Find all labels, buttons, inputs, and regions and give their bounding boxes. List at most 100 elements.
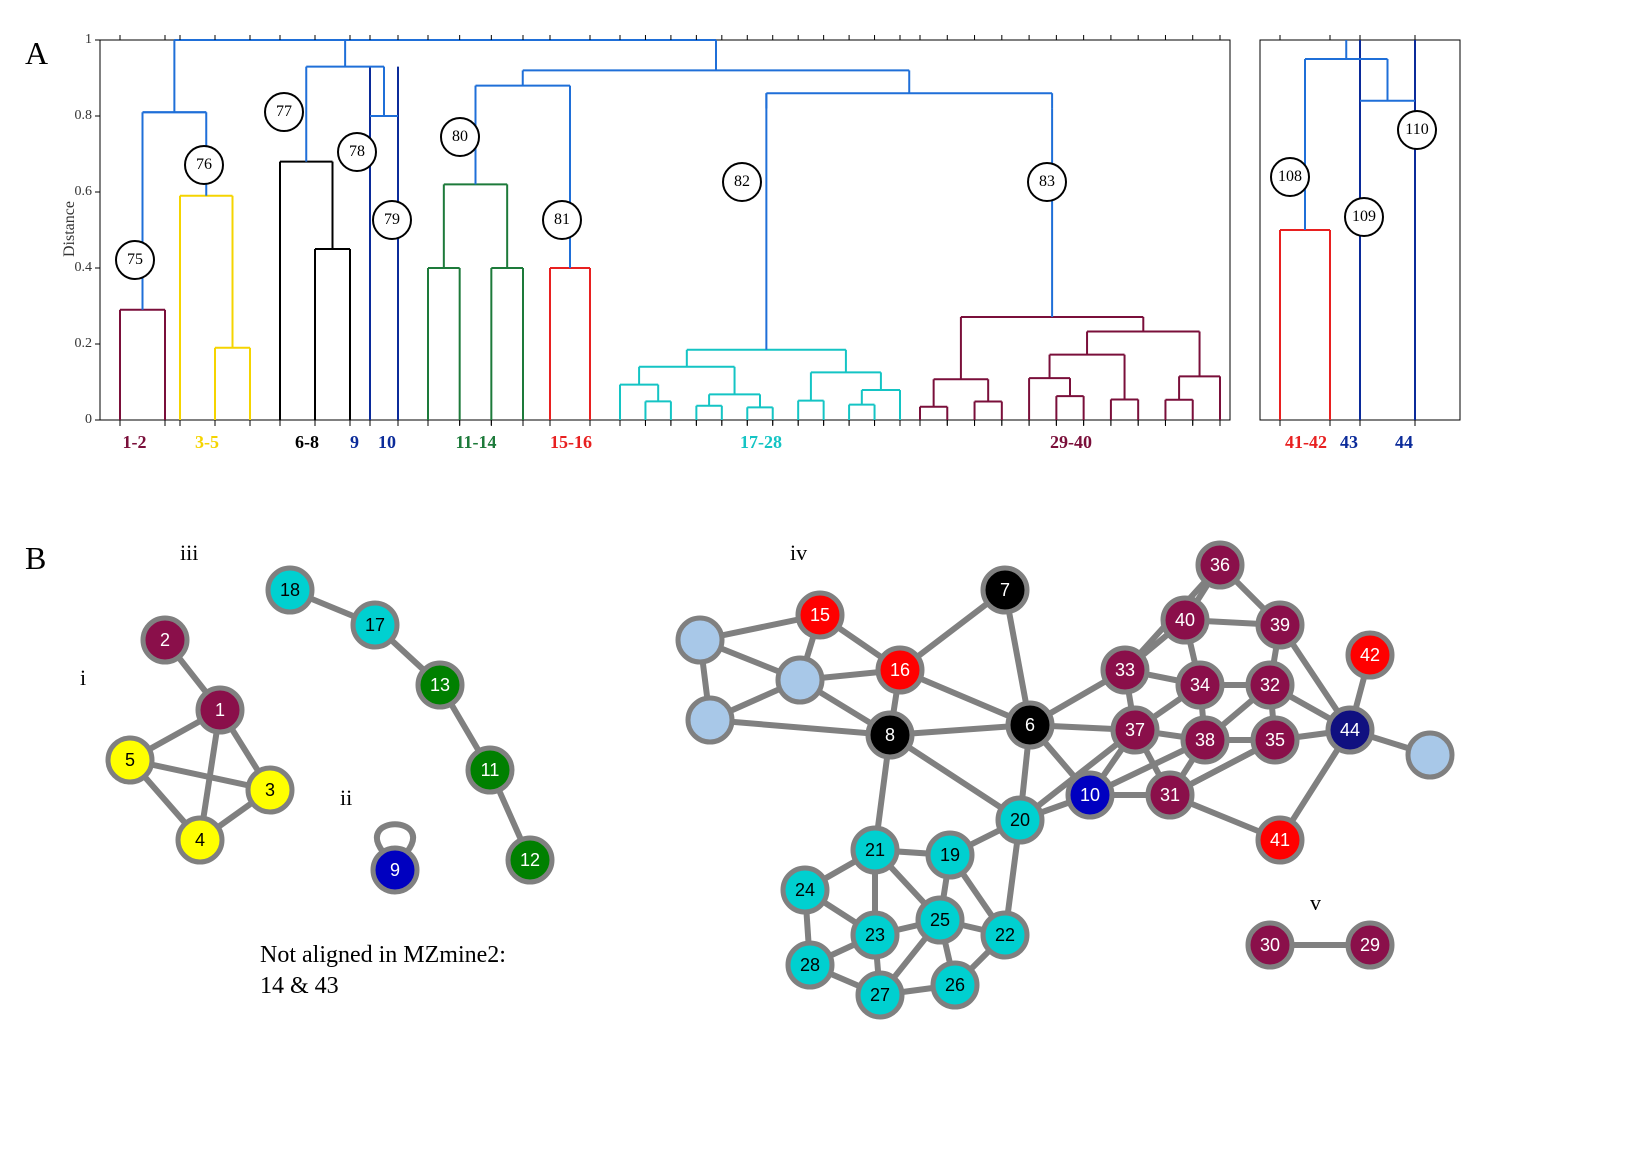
network-node: 11 — [468, 748, 512, 792]
network-node: 15 — [798, 593, 842, 637]
cluster-label: 41-42 — [1285, 432, 1327, 453]
network-node: 26 — [933, 963, 977, 1007]
dendro-node-id: 108 — [1270, 157, 1310, 197]
network-node: 25 — [918, 898, 962, 942]
svg-text:4: 4 — [195, 830, 205, 850]
network-node: 31 — [1148, 773, 1192, 817]
network-node: 38 — [1183, 718, 1227, 762]
network-node: 12 — [508, 838, 552, 882]
y-tick-label: 0.2 — [60, 336, 92, 352]
y-tick-label: 0 — [60, 412, 92, 428]
cluster-label: 1-2 — [123, 432, 147, 453]
network-node: 27 — [858, 973, 902, 1017]
svg-text:23: 23 — [865, 925, 885, 945]
cluster-label: 43 — [1340, 432, 1358, 453]
svg-text:33: 33 — [1115, 660, 1135, 680]
svg-text:10: 10 — [1080, 785, 1100, 805]
network-node: 9 — [373, 848, 417, 892]
svg-text:35: 35 — [1265, 730, 1285, 750]
svg-text:18: 18 — [280, 580, 300, 600]
network-node: 5 — [108, 738, 152, 782]
cluster-label: 9 — [350, 432, 359, 453]
dendro-node-id: 77 — [264, 92, 304, 132]
svg-text:22: 22 — [995, 925, 1015, 945]
svg-text:38: 38 — [1195, 730, 1215, 750]
network-node — [778, 658, 822, 702]
svg-text:6: 6 — [1025, 715, 1035, 735]
network-node: 33 — [1103, 648, 1147, 692]
network-node: 24 — [783, 868, 827, 912]
y-tick-label: 0.8 — [60, 108, 92, 124]
svg-text:25: 25 — [930, 910, 950, 930]
y-tick-label: 0.6 — [60, 184, 92, 200]
svg-text:2: 2 — [160, 630, 170, 650]
network-diagram: 1234591817131112151687610333731343840363… — [20, 500, 1520, 1120]
svg-text:32: 32 — [1260, 675, 1280, 695]
network-node — [1408, 733, 1452, 777]
network-node: 32 — [1248, 663, 1292, 707]
network-node: 36 — [1198, 543, 1242, 587]
cluster-label: 15-16 — [550, 432, 592, 453]
svg-text:37: 37 — [1125, 720, 1145, 740]
network-node: 18 — [268, 568, 312, 612]
network-node: 8 — [868, 713, 912, 757]
svg-text:11: 11 — [481, 760, 500, 780]
svg-text:17: 17 — [365, 615, 385, 635]
svg-text:7: 7 — [1000, 580, 1010, 600]
svg-text:39: 39 — [1270, 615, 1290, 635]
dendro-node-id: 80 — [440, 117, 480, 157]
svg-text:30: 30 — [1260, 935, 1280, 955]
dendro-node-id: 82 — [722, 162, 762, 202]
cluster-label: 17-28 — [740, 432, 782, 453]
network-node — [678, 618, 722, 662]
network-node: 6 — [1008, 703, 1052, 747]
network-node: 2 — [143, 618, 187, 662]
svg-text:12: 12 — [520, 850, 540, 870]
network-node: 3 — [248, 768, 292, 812]
network-node: 30 — [1248, 923, 1292, 967]
dendrogram — [20, 20, 1480, 480]
network-node: 37 — [1113, 708, 1157, 752]
svg-text:27: 27 — [870, 985, 890, 1005]
network-node: 21 — [853, 828, 897, 872]
svg-text:5: 5 — [125, 750, 135, 770]
cluster-label: 6-8 — [295, 432, 319, 453]
dendro-node-id: 109 — [1344, 197, 1384, 237]
network-node: 23 — [853, 913, 897, 957]
svg-text:20: 20 — [1010, 810, 1030, 830]
network-node: 4 — [178, 818, 222, 862]
network-node: 29 — [1348, 923, 1392, 967]
svg-text:26: 26 — [945, 975, 965, 995]
roman-numeral-label: iv — [790, 540, 807, 566]
network-node: 13 — [418, 663, 462, 707]
cluster-label: 3-5 — [195, 432, 219, 453]
dendro-node-id: 110 — [1397, 110, 1437, 150]
svg-text:34: 34 — [1190, 675, 1210, 695]
svg-text:3: 3 — [265, 780, 275, 800]
network-node: 39 — [1258, 603, 1302, 647]
svg-text:15: 15 — [810, 605, 830, 625]
y-tick-label: 0.4 — [60, 260, 92, 276]
svg-text:1: 1 — [215, 700, 225, 720]
network-node — [688, 698, 732, 742]
network-node: 35 — [1253, 718, 1297, 762]
svg-text:42: 42 — [1360, 645, 1380, 665]
svg-text:28: 28 — [800, 955, 820, 975]
network-node: 19 — [928, 833, 972, 877]
roman-numeral-label: i — [80, 665, 86, 691]
network-node: 41 — [1258, 818, 1302, 862]
svg-text:9: 9 — [390, 860, 400, 880]
figure: A B Distance 00.20.40.60.81 1-23-56-8910… — [20, 20, 1625, 1142]
svg-text:13: 13 — [430, 675, 450, 695]
svg-text:31: 31 — [1160, 785, 1180, 805]
svg-text:44: 44 — [1340, 720, 1360, 740]
cluster-label: 44 — [1395, 432, 1413, 453]
cluster-label: 11-14 — [456, 432, 497, 453]
network-node: 10 — [1068, 773, 1112, 817]
roman-numeral-label: v — [1310, 890, 1321, 916]
dendro-node-id: 76 — [184, 145, 224, 185]
network-node: 40 — [1163, 598, 1207, 642]
network-node: 16 — [878, 648, 922, 692]
dendro-node-id: 75 — [115, 240, 155, 280]
svg-text:41: 41 — [1270, 830, 1290, 850]
